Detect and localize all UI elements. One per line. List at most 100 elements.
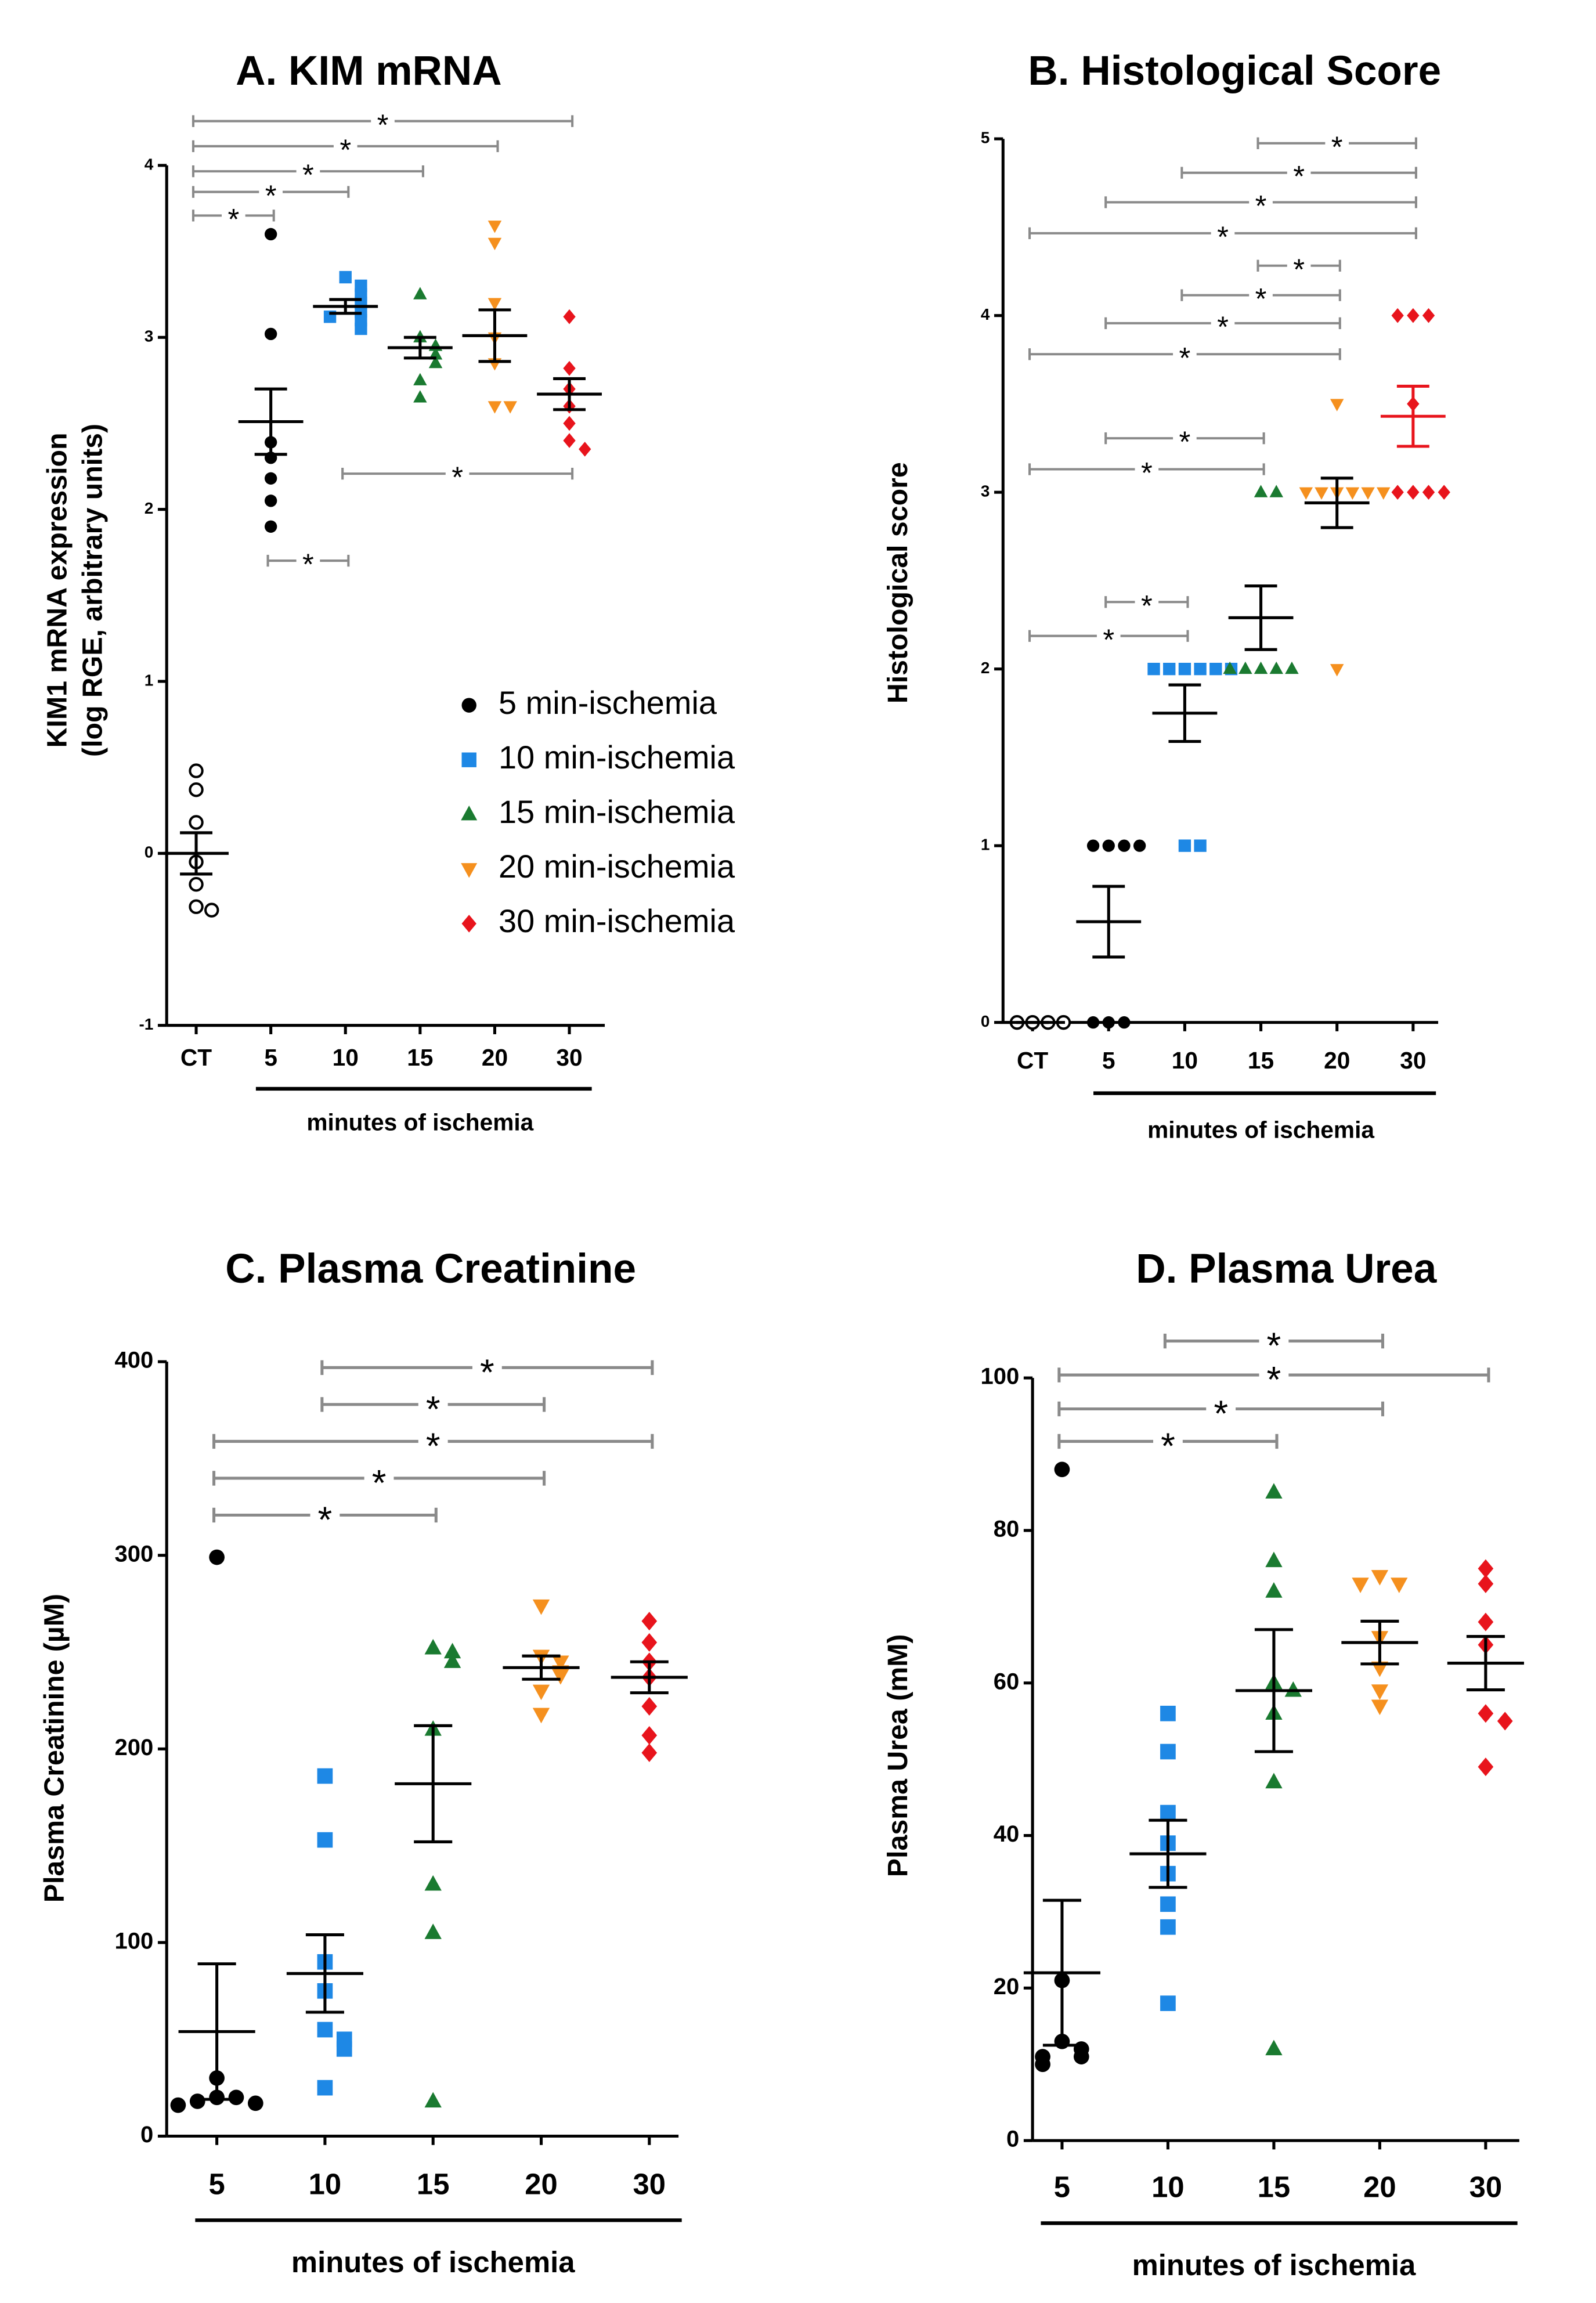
point: [317, 1832, 333, 1848]
y-tick-label: 0: [1006, 2127, 1019, 2152]
significance-bracket: *: [192, 108, 574, 141]
y-axis-label: (log RGE, arbitrary units): [77, 424, 108, 757]
bracket-label-bg: [1173, 345, 1197, 363]
significance-bracket: *: [1163, 1325, 1385, 1366]
y-tick-label: 40: [994, 1821, 1020, 1847]
error-bar: [254, 387, 287, 456]
point: [1352, 1578, 1369, 1593]
significance-label: *: [228, 203, 239, 236]
series: [1129, 1705, 1207, 2011]
significance-label: *: [1103, 623, 1114, 656]
point: [189, 815, 204, 830]
series: [1447, 1559, 1524, 1777]
significance-label: *: [265, 179, 277, 212]
bracket-label-bg: [1287, 257, 1311, 275]
point: [1377, 487, 1391, 500]
bracket-label-bg: [1259, 1366, 1289, 1384]
x-tick-label: 5: [1054, 2170, 1070, 2203]
point: [488, 401, 502, 414]
legend-label: 10 min-ischemia: [499, 739, 735, 775]
series: [1076, 839, 1146, 1029]
point: [317, 2080, 333, 2096]
point: [488, 298, 502, 311]
point: [1371, 1661, 1389, 1677]
point: [1478, 1757, 1494, 1777]
point: [1238, 661, 1252, 674]
significance-bracket: *: [192, 133, 499, 166]
legend-marker: [461, 698, 476, 713]
point: [1407, 485, 1420, 500]
significance-label: *: [1214, 1393, 1228, 1434]
error-bar: [329, 298, 362, 315]
significance-label: *: [1141, 589, 1153, 622]
point: [1478, 1704, 1494, 1723]
significance-label: *: [302, 548, 314, 581]
error-bar: [1244, 584, 1277, 651]
error-bar: [197, 1962, 236, 2101]
point: [503, 401, 517, 414]
point: [1371, 1684, 1389, 1700]
legend-marker: [461, 915, 476, 933]
point: [1118, 1016, 1131, 1029]
y-axis-label: KIM1 mRNA expression: [41, 432, 73, 748]
y-tick-label: 4: [145, 155, 154, 173]
significance-bracket: *: [1028, 623, 1189, 656]
error-bar: [478, 308, 511, 363]
point: [209, 1549, 225, 1565]
point: [189, 2093, 205, 2109]
legend-entry: 10 min-ischemia: [461, 739, 735, 775]
series: [1147, 662, 1238, 852]
x-tick-label: 5: [264, 1044, 277, 1071]
bracket-label-bg: [418, 1432, 448, 1450]
series: [1223, 485, 1299, 674]
x-axis-label: minutes of ischemia: [306, 1109, 533, 1136]
point: [1254, 485, 1268, 497]
y-axis-label: Plasma Urea (mM): [882, 1634, 913, 1877]
point: [428, 347, 443, 360]
error-bar: [1320, 477, 1353, 529]
significance-label: *: [1161, 1425, 1175, 1467]
significance-bracket: *: [1180, 282, 1341, 315]
point: [552, 1669, 569, 1685]
point: [563, 360, 576, 376]
point: [532, 1708, 550, 1724]
series: [462, 221, 528, 414]
point: [1160, 1995, 1176, 2011]
point: [355, 322, 367, 335]
point: [1118, 839, 1131, 852]
significance-label: *: [1255, 282, 1267, 315]
bracket-label-bg: [1249, 286, 1273, 304]
x-axis-label: minutes of ischemia: [1147, 1116, 1374, 1143]
significance-bracket: *: [1256, 252, 1341, 286]
point: [1265, 2040, 1283, 2056]
bracket-label-bg: [472, 1359, 502, 1377]
point: [339, 270, 352, 284]
chart-title: A. KIM mRNA: [236, 48, 502, 94]
significance-bracket: *: [1028, 456, 1265, 489]
point: [1438, 485, 1450, 500]
x-tick-label: 10: [333, 1044, 359, 1071]
point: [579, 442, 591, 457]
x-tick-label: 30: [1469, 2170, 1503, 2203]
chart-title: B. Histological Score: [1028, 48, 1441, 94]
point: [424, 1923, 442, 1939]
point: [428, 355, 443, 369]
point: [1269, 661, 1283, 674]
x-tick-label: 15: [1258, 2170, 1291, 2203]
y-tick-label: 200: [115, 1735, 154, 1760]
significance-bracket: *: [1057, 1359, 1490, 1400]
error-bar: [1168, 683, 1201, 743]
legend-entry: 5 min-ischemia: [461, 684, 717, 721]
significance-bracket: *: [212, 1462, 546, 1503]
legend-label: 20 min-ischemia: [499, 848, 735, 885]
y-tick-label: 100: [115, 1929, 154, 1954]
significance-label: *: [1255, 189, 1267, 222]
y-tick-label: 0: [140, 2122, 153, 2147]
series: [1235, 1483, 1312, 2056]
point: [1285, 661, 1299, 674]
significance-bracket: *: [192, 179, 350, 212]
bracket-label-bg: [1287, 164, 1311, 182]
point: [1160, 1896, 1176, 1912]
significance-bracket: *: [1180, 160, 1417, 193]
significance-label: *: [372, 1462, 387, 1503]
